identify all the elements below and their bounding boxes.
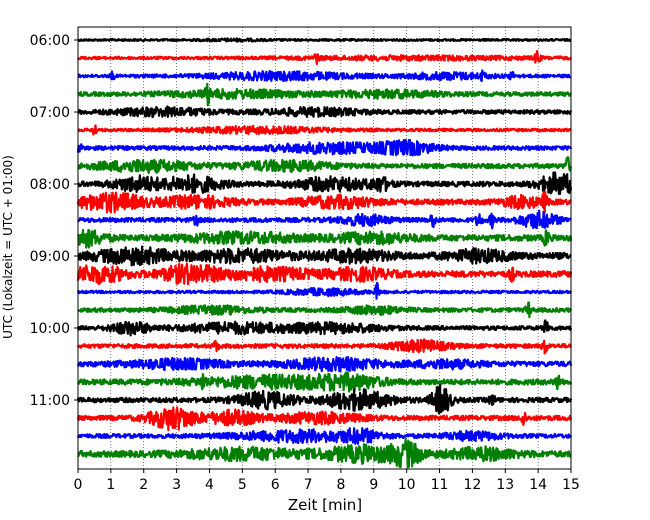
x-tick-label-8: 8: [336, 477, 345, 493]
x-tick-label-3: 3: [172, 477, 181, 493]
trace-0800: [77, 171, 573, 196]
trace-0630: [77, 69, 572, 83]
y-tick-label-0700: 07:00: [30, 105, 70, 121]
x-tick-label-14: 14: [529, 477, 547, 493]
x-tick-label-1: 1: [106, 477, 115, 493]
x-tick-label-13: 13: [496, 477, 514, 493]
trace-1130: [76, 427, 573, 445]
x-tick-label-9: 9: [369, 477, 378, 493]
x-tick-label-0: 0: [74, 477, 83, 493]
trace-1000: [76, 319, 573, 337]
trace-0600: [77, 37, 572, 43]
trace-1045: [77, 371, 573, 393]
y-tick-label-0800: 08:00: [30, 177, 70, 193]
trace-0645: [77, 82, 572, 107]
x-tick-label-15: 15: [562, 477, 580, 493]
x-axis-label: Zeit [min]: [288, 496, 362, 514]
trace-0900: [77, 245, 572, 267]
x-tick-label-2: 2: [139, 477, 148, 493]
trace-1115: [76, 406, 573, 432]
x-tick-label-10: 10: [398, 477, 416, 493]
y-tick-label-0900: 09:00: [30, 249, 70, 265]
x-tick-label-11: 11: [431, 477, 449, 493]
x-tick-label-5: 5: [238, 477, 247, 493]
trace-0715: [77, 124, 572, 136]
trace-0615: [77, 50, 572, 66]
y-tick-label-1000: 10:00: [30, 321, 70, 337]
trace-1030: [76, 356, 573, 373]
trace-0700: [77, 105, 573, 119]
trace-1100: [76, 384, 573, 415]
y-axis-label: UTC (Lokalzeit = UTC + 01:00): [1, 155, 15, 339]
x-tick-label-4: 4: [205, 477, 214, 493]
x-tick-label-7: 7: [304, 477, 313, 493]
trace-0815: [76, 190, 572, 214]
trace-group: [76, 37, 573, 469]
x-axis: 0 1 2 3 4 5 6 7 8 9 10 11 12 13 14 15: [74, 469, 580, 493]
trace-0845: [76, 228, 573, 249]
y-tick-label-0600: 06:00: [30, 33, 70, 49]
trace-0745: [77, 156, 573, 175]
x-tick-label-6: 6: [271, 477, 280, 493]
plot-frame: [77, 26, 572, 470]
y-tick-label-1100: 11:00: [30, 393, 70, 409]
trace-0830: [77, 209, 573, 230]
trace-0945: [77, 301, 573, 319]
y-axis: 06:00 07:00 08:00 09:00 10:00 11:00: [30, 33, 78, 409]
x-tick-label-12: 12: [463, 477, 481, 493]
trace-0915: [76, 262, 573, 286]
trace-1015: [76, 338, 573, 355]
trace-0730: [76, 138, 573, 157]
trace-0930: [76, 281, 573, 300]
trace-1145: [77, 438, 572, 469]
